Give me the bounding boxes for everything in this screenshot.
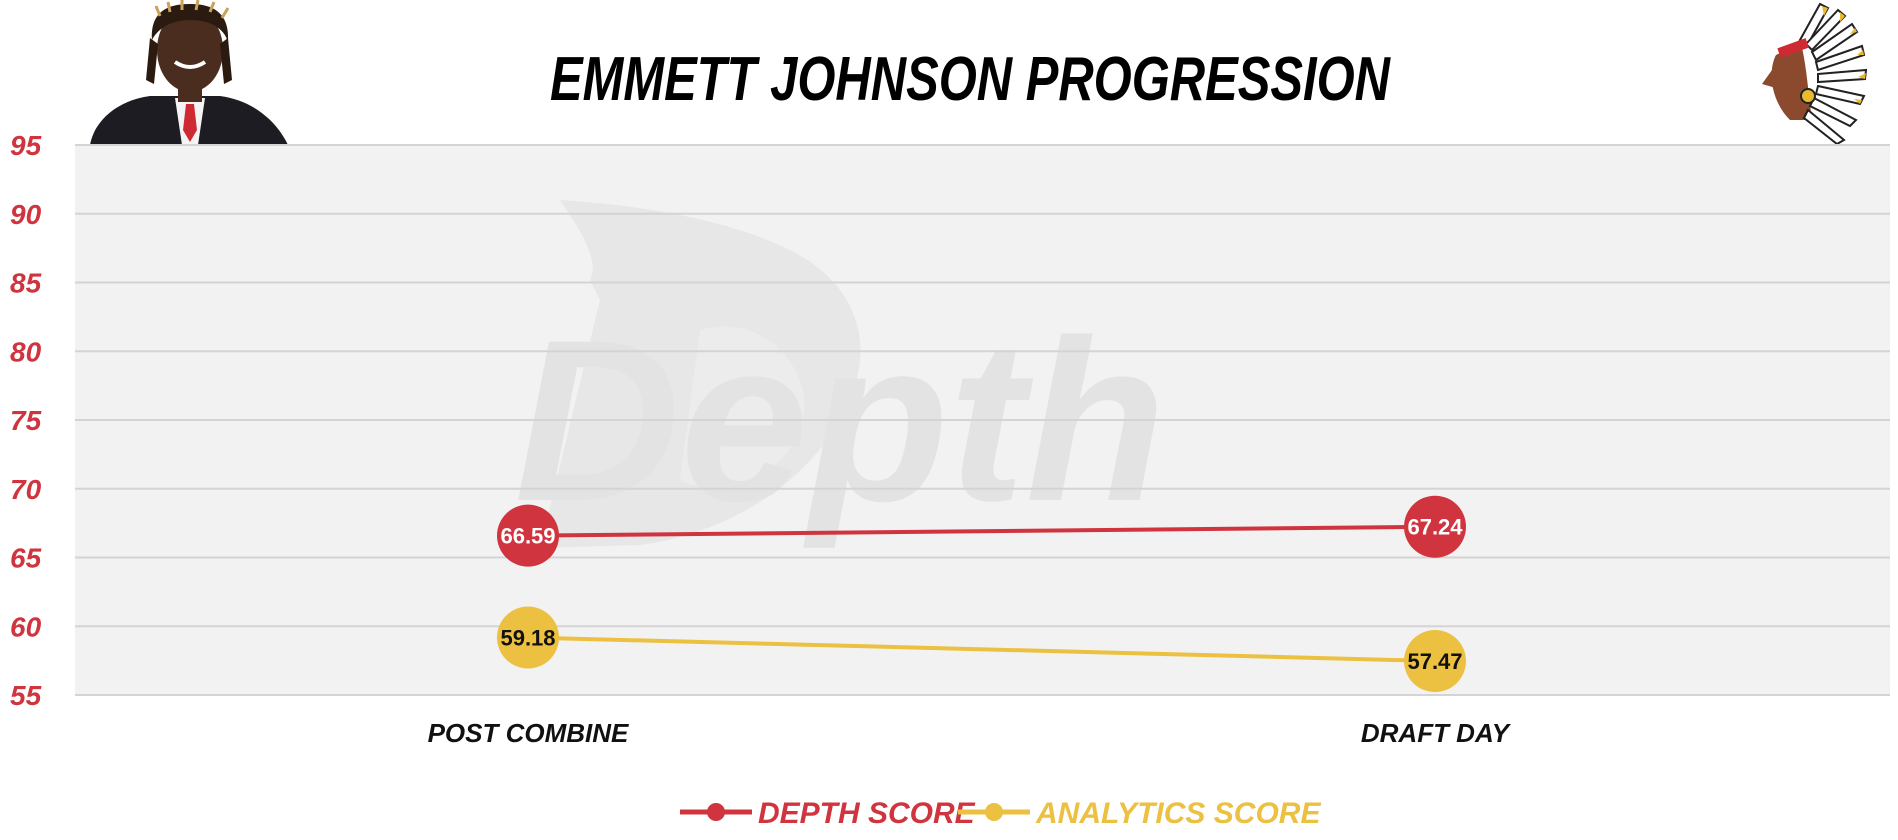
chart-title: EMMETT JOHNSON PROGRESSION (550, 45, 1391, 114)
y-tick-label: 85 (10, 268, 42, 299)
data-label: 67.24 (1407, 515, 1463, 540)
legend-label: DEPTH SCORE (758, 797, 976, 830)
y-tick-label: 65 (10, 543, 42, 574)
grid-lines (75, 144, 1890, 696)
data-point (497, 504, 559, 567)
legend-marker (707, 803, 725, 821)
series-layer: 66.59 67.24 59.18 57.47 (497, 495, 1466, 693)
data-label: 57.47 (1407, 649, 1462, 674)
data-point (1404, 495, 1466, 558)
x-tick-label: DRAFT DAY (1361, 718, 1512, 748)
legend-label: ANALYTICS SCORE (1035, 797, 1321, 830)
legend-marker (985, 803, 1003, 821)
y-tick-label: 70 (10, 474, 42, 505)
data-point (497, 606, 559, 669)
x-tick-label: POST COMBINE (428, 718, 629, 748)
y-tick-label: 55 (10, 680, 42, 711)
data-label: 59.18 (500, 626, 555, 651)
y-axis: 95 90 85 80 75 70 65 60 55 (10, 130, 42, 711)
data-label: 66.59 (500, 524, 555, 549)
series-line (527, 524, 1436, 538)
y-tick-label: 60 (10, 611, 42, 642)
team-logo-icon (1762, 2, 1868, 146)
series-line (527, 635, 1436, 664)
y-tick-label: 95 (10, 130, 42, 161)
y-tick-label: 75 (10, 405, 42, 436)
y-tick-label: 90 (10, 199, 42, 230)
legend: DEPTH SCORE ANALYTICS SCORE (680, 797, 1321, 830)
player-photo-icon (90, 0, 288, 145)
data-point (1404, 630, 1466, 693)
y-tick-label: 80 (10, 336, 42, 367)
x-axis: POST COMBINE DRAFT DAY (428, 718, 1512, 748)
